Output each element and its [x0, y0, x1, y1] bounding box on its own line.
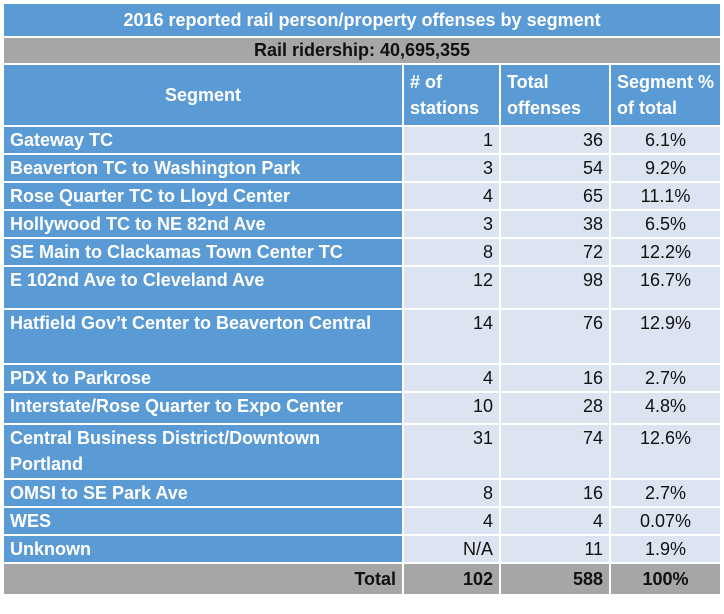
- percent-cell: 12.2%: [608, 237, 723, 267]
- offenses-table: 2016 reported rail person/property offen…: [1, 2, 723, 596]
- stations-cell: 1: [402, 125, 501, 155]
- table-row: Central Business District/Downtown Portl…: [2, 423, 723, 480]
- table-row: Rose Quarter TC to Lloyd Center 4 65 11.1%: [2, 181, 723, 211]
- stations-cell: 4: [402, 181, 501, 211]
- segment-cell: Rose Quarter TC to Lloyd Center: [2, 181, 404, 211]
- table-row: Interstate/Rose Quarter to Expo Center 10…: [2, 391, 723, 425]
- offenses-cell: 38: [499, 209, 611, 239]
- offenses-cell: 74: [499, 423, 611, 480]
- stations-cell: N/A: [402, 534, 501, 564]
- offenses-cell: 11: [499, 534, 611, 564]
- total-row: Total 102 588 100%: [2, 562, 723, 596]
- offenses-cell: 28: [499, 391, 611, 425]
- stations-cell: 4: [402, 363, 501, 393]
- percent-cell: 1.9%: [608, 534, 723, 564]
- header-offenses: Total offenses: [499, 63, 611, 127]
- segment-cell: PDX to Parkrose: [2, 363, 404, 393]
- ridership-row: Rail ridership: 40,695,355: [1, 36, 723, 65]
- percent-cell: 6.1%: [608, 125, 723, 155]
- total-percent: 100%: [608, 562, 723, 596]
- header-stations: # of stations: [402, 63, 501, 127]
- segment-cell: Hatfield Gov’t Center to Beaverton Centr…: [2, 308, 404, 365]
- percent-cell: 9.2%: [608, 153, 723, 183]
- stations-cell: 12: [402, 265, 501, 310]
- table-row: Hollywood TC to NE 82nd Ave 3 38 6.5%: [2, 209, 723, 239]
- percent-cell: 12.9%: [608, 308, 723, 365]
- offenses-cell: 54: [499, 153, 611, 183]
- stations-cell: 10: [402, 391, 501, 425]
- percent-cell: 6.5%: [608, 209, 723, 239]
- table-row: SE Main to Clackamas Town Center TC 8 72 12…: [2, 237, 723, 267]
- table-row: Hatfield Gov’t Center to Beaverton Centr…: [2, 308, 723, 365]
- percent-cell: 2.7%: [608, 478, 723, 508]
- percent-cell: 16.7%: [608, 265, 723, 310]
- offenses-cell: 16: [499, 363, 611, 393]
- total-offenses: 588: [499, 562, 611, 596]
- percent-cell: 4.8%: [608, 391, 723, 425]
- stations-cell: 4: [402, 506, 501, 536]
- segment-cell: Unknown: [2, 534, 404, 564]
- ridership-label: Rail ridership: 40,695,355: [1, 36, 723, 65]
- header-segment: Segment: [2, 63, 404, 127]
- table-row: OMSI to SE Park Ave 8 16 2.7%: [2, 478, 723, 508]
- table-row: PDX to Parkrose 4 16 2.7%: [2, 363, 723, 393]
- total-label: Total: [2, 562, 404, 596]
- percent-cell: 2.7%: [608, 363, 723, 393]
- segment-cell: WES: [2, 506, 404, 536]
- offenses-cell: 4: [499, 506, 611, 536]
- offenses-cell: 16: [499, 478, 611, 508]
- header-percent: Segment % of total: [608, 63, 723, 127]
- table-row: Gateway TC 1 36 6.1%: [2, 125, 723, 155]
- offenses-cell: 76: [499, 308, 611, 365]
- segment-cell: OMSI to SE Park Ave: [2, 478, 404, 508]
- stations-cell: 3: [402, 209, 501, 239]
- percent-cell: 11.1%: [608, 181, 723, 211]
- segment-cell: SE Main to Clackamas Town Center TC: [2, 237, 404, 267]
- table-row: Beaverton TC to Washington Park 3 54 9.2%: [2, 153, 723, 183]
- offenses-cell: 36: [499, 125, 611, 155]
- stations-cell: 8: [402, 478, 501, 508]
- total-stations: 102: [402, 562, 501, 596]
- offenses-cell: 65: [499, 181, 611, 211]
- table-body: 2016 reported rail person/property offen…: [1, 2, 723, 596]
- segment-cell: Gateway TC: [2, 125, 404, 155]
- stations-cell: 14: [402, 308, 501, 365]
- table-row: Unknown N/A 11 1.9%: [2, 534, 723, 564]
- segment-cell: Central Business District/Downtown Portl…: [2, 423, 404, 480]
- segment-cell: Beaverton TC to Washington Park: [2, 153, 404, 183]
- table-title: 2016 reported rail person/property offen…: [1, 2, 723, 38]
- segment-cell: Interstate/Rose Quarter to Expo Center: [2, 391, 404, 425]
- offenses-cell: 72: [499, 237, 611, 267]
- stations-cell: 3: [402, 153, 501, 183]
- header-row: Segment # of stations Total offenses Seg…: [2, 63, 723, 127]
- title-row: 2016 reported rail person/property offen…: [1, 2, 723, 38]
- percent-cell: 0.07%: [608, 506, 723, 536]
- table-row: WES 4 4 0.07%: [2, 506, 723, 536]
- table-row: E 102nd Ave to Cleveland Ave 12 98 16.7%: [2, 265, 723, 310]
- segment-cell: E 102nd Ave to Cleveland Ave: [2, 265, 404, 310]
- offenses-cell: 98: [499, 265, 611, 310]
- segment-cell: Hollywood TC to NE 82nd Ave: [2, 209, 404, 239]
- stations-cell: 31: [402, 423, 501, 480]
- stations-cell: 8: [402, 237, 501, 267]
- percent-cell: 12.6%: [608, 423, 723, 480]
